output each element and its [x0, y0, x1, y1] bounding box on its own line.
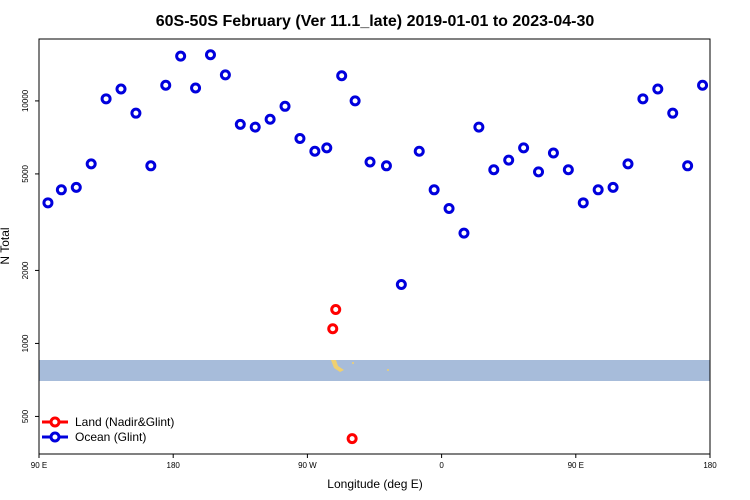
y-tick-label: 500 [21, 409, 30, 423]
land-point [346, 433, 358, 445]
land-point [330, 304, 342, 316]
surface-band [39, 360, 710, 381]
ocean-point [264, 113, 276, 125]
ocean-point [85, 158, 97, 170]
ocean-point [380, 160, 392, 172]
ocean-point [473, 121, 485, 133]
ocean-point [160, 79, 172, 91]
legend-ocean-label: Ocean (Glint) [75, 430, 146, 444]
ocean-point [637, 93, 649, 105]
ocean-point [279, 100, 291, 112]
y-axis: 500 1000 2000 5000 10000 [21, 89, 39, 423]
ocean-point [488, 164, 500, 176]
x-axis: 90 E 180 90 W 0 90 E 180 [31, 454, 717, 470]
legend-land-label: Land (Nadir&Glint) [75, 415, 174, 429]
plot-frame [38, 38, 711, 455]
ocean-point [294, 132, 306, 144]
x-axis-label: Longitude (deg E) [327, 477, 422, 491]
ocean-point [100, 93, 112, 105]
ocean-point [503, 154, 515, 166]
y-axis-label: N Total [0, 227, 12, 264]
y-tick-label: 1000 [21, 334, 30, 352]
ocean-point [607, 181, 619, 193]
ocean-point [309, 145, 321, 157]
ocean-point [562, 164, 574, 176]
ocean-point [413, 145, 425, 157]
ocean-point [115, 83, 127, 95]
ocean-point [190, 82, 202, 94]
ocean-point [175, 50, 187, 62]
x-tick-label: 180 [167, 461, 181, 470]
x-tick-label: 90 E [568, 461, 584, 470]
ocean-point [42, 197, 54, 209]
x-tick-label: 90 W [298, 461, 317, 470]
ocean-point [204, 49, 216, 61]
ocean-point [55, 184, 67, 196]
ocean-point [443, 203, 455, 215]
ocean-point [697, 79, 709, 91]
land-dot [387, 369, 389, 371]
ocean-point [577, 197, 589, 209]
ocean-point [395, 278, 407, 290]
x-tick-label: 0 [439, 461, 444, 470]
legend-ocean-marker [49, 431, 61, 443]
land-point [327, 323, 339, 335]
ocean-point [336, 70, 348, 82]
data-points [42, 49, 709, 445]
ocean-point [592, 184, 604, 196]
plot-area: 90 E 180 90 W 0 90 E 180 500 1000 2000 5000 10000 [21, 38, 717, 470]
ocean-point [622, 158, 634, 170]
ocean-point [219, 69, 231, 81]
chart-title: 60S-50S February (Ver 11.1_late) 2019-01… [156, 13, 595, 30]
x-tick-label: 90 E [31, 461, 47, 470]
ocean-point [428, 184, 440, 196]
ocean-point [518, 142, 530, 154]
ocean-point [458, 227, 470, 239]
legend: Land (Nadir&Glint) Ocean (Glint) [42, 415, 174, 444]
ocean-point [547, 147, 559, 159]
ocean-point [321, 142, 333, 154]
ocean-point [682, 160, 694, 172]
x-tick-label: 180 [703, 461, 717, 470]
legend-land-marker [49, 416, 61, 428]
ocean-point [130, 107, 142, 119]
ocean-point [652, 83, 664, 95]
y-tick-label: 2000 [21, 261, 30, 279]
y-tick-label: 5000 [21, 164, 30, 182]
ocean-point [249, 121, 261, 133]
y-tick-label: 10000 [21, 89, 30, 112]
ocean-point [667, 107, 679, 119]
ocean-point [234, 118, 246, 130]
ocean-point [349, 95, 361, 107]
ocean-point [145, 160, 157, 172]
ocean-point [533, 166, 545, 178]
land-dot [352, 362, 354, 364]
land-strip [331, 360, 344, 372]
ocean-point [364, 156, 376, 168]
ocean-point [70, 181, 82, 193]
